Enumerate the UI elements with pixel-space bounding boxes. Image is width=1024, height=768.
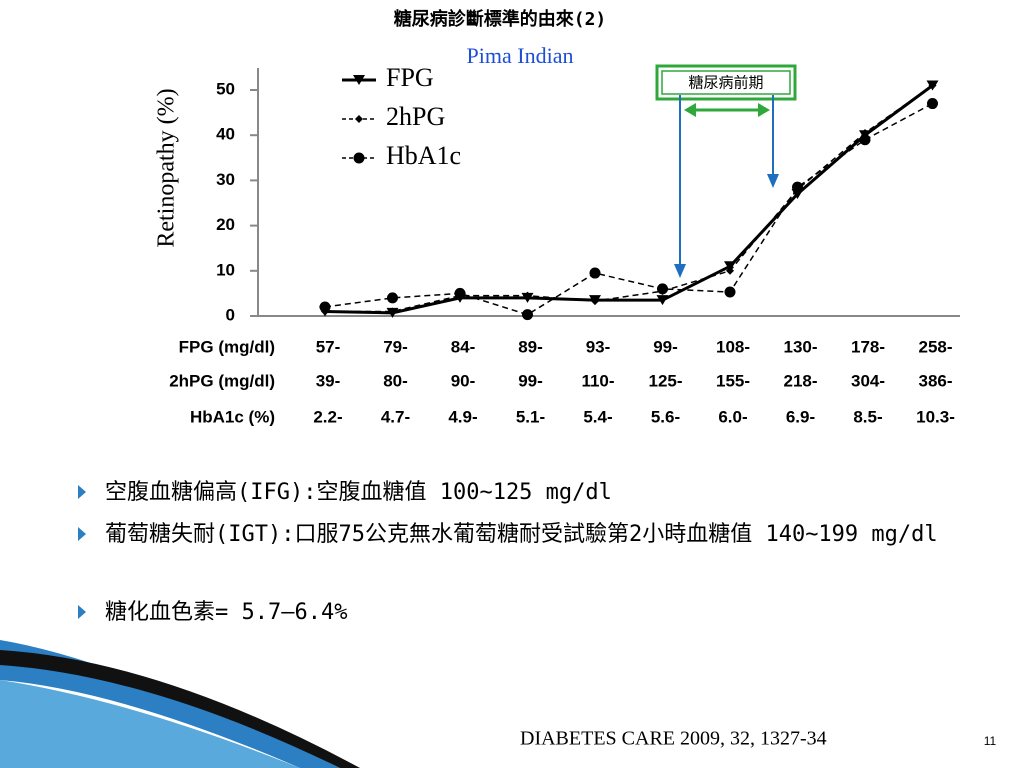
x-tick-label: 90- (451, 371, 476, 390)
x-tick-label: 218- (783, 371, 817, 390)
citation: DIABETES CARE 2009, 32, 1327-34 (520, 728, 827, 750)
data-point (523, 291, 532, 300)
x-tick-label: 2.2- (313, 407, 342, 426)
series-line (324, 102, 933, 316)
x-tick-label: 99- (653, 337, 678, 356)
data-point (454, 287, 466, 299)
decoration (0, 650, 360, 768)
slide-title: 糖尿病診斷標準的由來(2) (394, 8, 607, 30)
bullet: 糖化血色素= 5.7–6.4% (105, 600, 348, 625)
y-axis-label: Retinopathy (%) (154, 88, 180, 247)
legend-label: FPG (386, 63, 434, 92)
x-tick-label: 5.4- (583, 407, 612, 426)
data-point (724, 261, 736, 272)
series-line (324, 84, 934, 315)
legend-label: HbA1c (386, 141, 461, 170)
x-tick-label: 304- (851, 371, 885, 390)
y-tick-label: 0 (226, 305, 235, 324)
page-number: 11 (984, 734, 997, 748)
x-tick-label: 5.1- (516, 407, 545, 426)
y-tick-label: 10 (216, 260, 235, 279)
bullet: 空腹血糖偏高(IFG):空腹血糖值 100~125 mg/dl (105, 480, 612, 505)
chart-subtitle: Pima Indian (467, 43, 574, 68)
legend-label: 2hPG (386, 102, 445, 131)
x-tick-label: 155- (716, 371, 750, 390)
arrow-head (674, 264, 686, 278)
annotation-text: 糖尿病前期 (688, 74, 763, 92)
x-tick-label: 386- (918, 371, 952, 390)
x-row-name: 2hPG (mg/dl) (169, 371, 275, 390)
x-tick-label: 110- (581, 371, 614, 390)
x-tick-label: 79- (383, 337, 408, 356)
x-tick-label: 93- (586, 337, 611, 356)
legend-marker (355, 115, 363, 123)
y-tick-label: 30 (216, 170, 235, 189)
x-tick-label: 8.5- (853, 407, 882, 426)
data-point (591, 297, 599, 306)
data-point (387, 292, 398, 304)
data-point (657, 283, 668, 295)
x-tick-label: 178- (851, 337, 885, 356)
x-tick-label: 4.9- (448, 407, 477, 426)
data-point (792, 181, 803, 193)
y-tick-label: 40 (216, 125, 235, 144)
x-tick-label: 5.6- (651, 407, 680, 426)
decoration (0, 680, 300, 768)
legend-marker (353, 75, 365, 85)
x-tick-label: 125- (648, 371, 682, 390)
data-point (927, 98, 938, 110)
data-point (319, 301, 331, 313)
arrow-head (767, 174, 779, 188)
x-tick-label: 39- (316, 371, 341, 390)
x-tick-label: 108- (716, 337, 750, 356)
x-tick-label: 4.7- (381, 407, 410, 426)
x-row-name: HbA1c (%) (190, 407, 275, 426)
x-row-name: FPG (mg/dl) (179, 337, 275, 356)
x-tick-label: 80- (383, 371, 408, 390)
x-tick-label: 84- (451, 337, 476, 356)
x-tick-label: 10.3- (916, 407, 955, 426)
data-point (388, 307, 397, 316)
y-tick-label: 20 (216, 215, 235, 234)
x-tick-label: 258- (918, 337, 952, 356)
data-point (726, 266, 734, 275)
data-point (522, 309, 533, 321)
x-tick-label: 89- (518, 337, 543, 356)
data-point (656, 295, 669, 306)
data-point (724, 286, 736, 298)
legend-marker (353, 152, 365, 164)
series-line (325, 84, 933, 313)
x-tick-label: 99- (518, 371, 543, 390)
annotation-box (655, 64, 797, 101)
x-tick-label: 6.9- (786, 407, 815, 426)
data-point (859, 134, 871, 146)
x-tick-label: 130- (783, 337, 817, 356)
y-tick-label: 50 (216, 79, 235, 98)
data-point (928, 81, 937, 90)
data-point (589, 267, 601, 279)
bullet: 葡萄糖失耐(IGT):口服75公克無水葡萄糖耐受試驗第2小時血糖值 140~19… (105, 522, 938, 547)
annotation-box (661, 70, 791, 95)
x-tick-label: 57- (316, 337, 341, 356)
x-tick-label: 6.0- (718, 407, 747, 426)
